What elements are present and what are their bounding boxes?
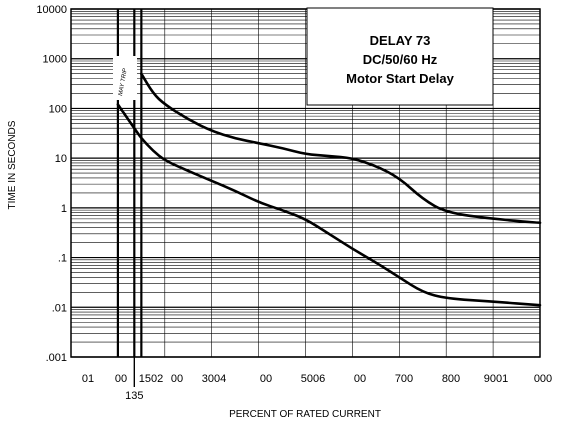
y-tick-label: 1000 [43,54,67,66]
x-tick-label: 3004 [202,373,226,385]
x-tick-label-135: 135 [125,390,143,402]
marker-annotation-box: MAY TRIP [113,56,137,100]
title-line-2: DC/50/60 Hz [363,52,438,67]
y-tick-label: 10000 [36,4,67,16]
x-tick-label: 5006 [301,373,325,385]
y-tick-label: .01 [52,302,67,314]
x-tick-label: 700 [395,373,413,385]
y-tick-labels: 10000 1000 100 10 1 .1 .01 .001 [36,4,67,364]
y-tick-label: 10 [55,153,67,165]
y-tick-label: .001 [46,352,67,364]
y-tick-label: .1 [58,253,67,265]
x-tick-label: 01 [82,373,94,385]
x-tick-label: 00 [171,373,183,385]
x-tick-label: 00 [260,373,272,385]
y-tick-label: 100 [49,103,67,115]
x-tick-labels: 01 00 1502 00 3004 00 5006 00 700 800 9001 000 135 [82,373,552,402]
y-axis-title: TIME IN SECONDS [7,120,18,209]
series-curve-2 [116,103,542,307]
title-box-frame [306,7,494,106]
marker-annotation: MAY TRIP [118,68,129,96]
title-line-1: DELAY 73 [370,33,431,48]
x-tick-label: 800 [442,373,460,385]
x-tick-label: 1502 [139,373,163,385]
x-axis-title: PERCENT OF RATED CURRENT [229,409,381,420]
x-tick-label: 00 [115,373,127,385]
y-tick-label: 1 [61,203,67,215]
title-box: DELAY 73 DC/50/60 Hz Motor Start Delay [306,7,494,106]
series-curve-1 [140,72,542,225]
title-line-3: Motor Start Delay [346,71,454,86]
plot-frame [70,8,541,358]
x-tick-label: 000 [534,373,552,385]
x-tick-label: 9001 [484,373,508,385]
x-tick-label: 00 [354,373,366,385]
series-group [116,72,542,307]
